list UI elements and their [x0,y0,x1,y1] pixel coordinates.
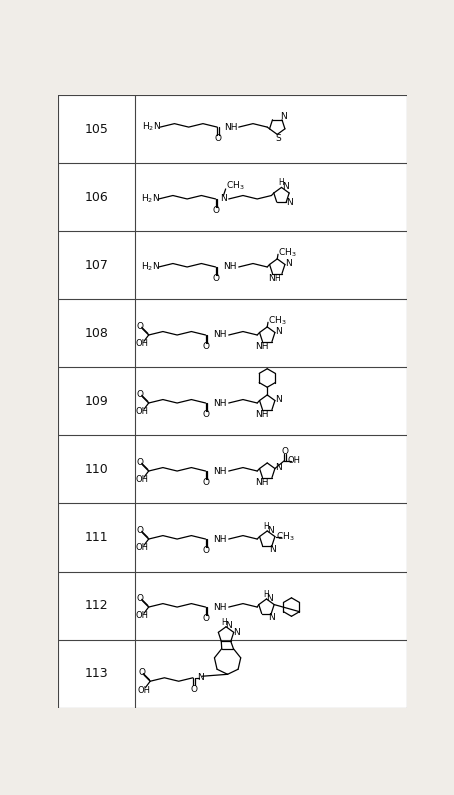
Text: H: H [264,522,269,531]
Text: N: N [286,197,293,207]
Text: H: H [263,590,269,599]
Text: N: N [285,259,291,268]
Text: NH: NH [213,603,227,611]
Text: NH: NH [213,331,227,339]
Text: NH: NH [224,122,237,132]
Text: N: N [275,328,281,336]
Text: CH$_3$: CH$_3$ [276,530,295,543]
Text: OH: OH [138,685,151,695]
Text: O: O [213,274,220,283]
Text: N: N [269,545,276,554]
Text: N: N [269,613,276,622]
Text: O: O [137,322,143,331]
Text: H$_2$N: H$_2$N [141,261,160,273]
Text: 105: 105 [84,123,108,136]
Text: O: O [137,525,143,535]
Text: 108: 108 [84,327,108,340]
Text: 113: 113 [84,667,108,680]
Text: OH: OH [288,456,301,465]
Text: O: O [203,478,210,487]
Text: N: N [275,395,281,404]
Text: 111: 111 [84,531,108,544]
Text: CH$_3$: CH$_3$ [268,315,286,327]
Text: O: O [137,594,143,603]
Text: O: O [203,546,210,555]
Text: N: N [197,673,204,682]
Text: N: N [275,463,281,472]
Text: H: H [274,274,280,283]
Text: NH: NH [213,467,227,475]
Text: O: O [138,668,145,677]
Text: OH: OH [136,544,149,553]
Text: N: N [220,195,227,204]
Text: N: N [280,112,287,121]
Text: NH: NH [255,478,268,487]
Text: 107: 107 [84,259,108,272]
Text: NH: NH [255,409,268,419]
Text: O: O [281,447,288,456]
Text: NH: NH [223,262,237,271]
Text: N: N [233,628,240,637]
Text: O: O [203,614,210,623]
Text: CH$_3$: CH$_3$ [278,246,296,259]
Text: 109: 109 [84,395,108,408]
Text: N: N [267,525,274,535]
Text: OH: OH [136,407,149,417]
Text: O: O [203,410,210,419]
Text: 110: 110 [84,463,108,476]
Text: CH$_3$: CH$_3$ [227,180,245,192]
Text: 106: 106 [84,191,108,204]
Text: N: N [225,622,232,630]
Text: NH: NH [213,534,227,544]
Text: H$_2$N: H$_2$N [141,192,160,205]
Text: O: O [215,134,222,143]
Text: OH: OH [136,611,149,620]
Text: N: N [282,182,289,191]
Text: N: N [268,273,275,283]
Text: NH: NH [255,342,268,351]
Text: OH: OH [136,339,149,348]
Text: H$_2$N: H$_2$N [143,121,162,134]
Text: OH: OH [136,475,149,484]
Text: 112: 112 [84,599,108,612]
Text: O: O [190,684,197,694]
Text: O: O [213,206,220,215]
Text: H: H [278,178,284,188]
Text: S: S [275,134,281,143]
Text: NH: NH [213,398,227,408]
Text: O: O [137,458,143,467]
Text: N: N [266,594,273,603]
Text: O: O [203,342,210,351]
Text: H: H [222,618,227,626]
Text: O: O [137,390,143,398]
